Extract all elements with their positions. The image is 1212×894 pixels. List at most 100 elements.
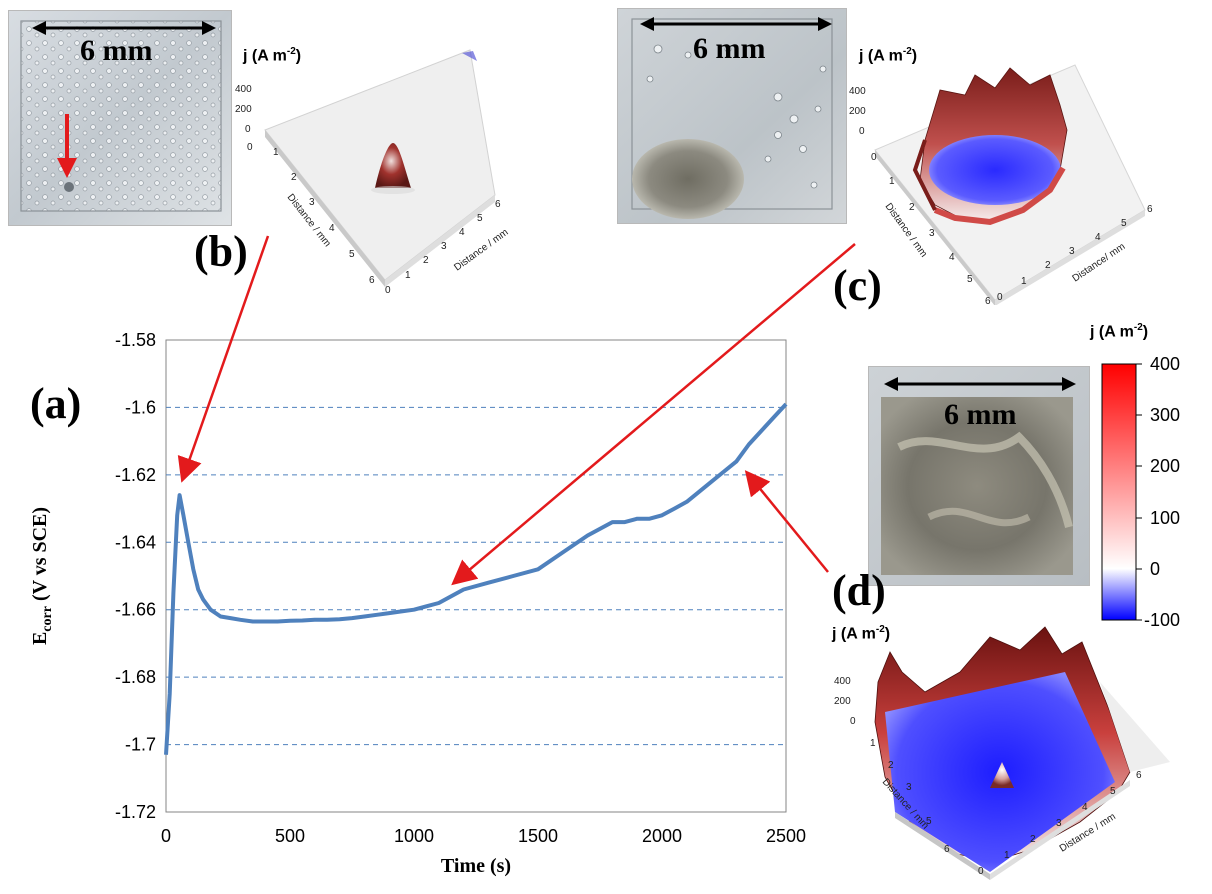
xt-c-5: 5 [1121,218,1127,229]
colorbar-title-sup: -2 [1133,322,1143,333]
surface-plot-d-yticks: 1 2 3 5 6 [870,738,950,855]
zt-b-2: 200 [235,104,252,115]
red-marker-arrow [57,114,77,178]
colorbar-title: j (A m-2) [1090,322,1148,341]
gridlines [166,406,786,746]
colorbar-gradient [1101,363,1137,621]
y-axis-label-sub: corr [40,606,55,632]
xt-c-1: 1 [1021,276,1027,287]
yt-c-0: 0 [871,152,877,163]
xt-b-0: 0 [385,285,391,295]
xt-d-5: 5 [1110,786,1116,797]
yt-b-4: 4 [329,223,335,234]
surface-plot-c: 400 200 0 0 1 2 3 4 5 6 0 1 2 3 4 5 6 Di… [849,64,1153,305]
arrow-d [744,470,829,573]
photo-b-image [9,11,231,225]
surface-plot-c-zticks: 400 200 0 [849,86,866,137]
surface-plot-c-yticks: 0 1 2 3 4 5 6 [871,152,991,305]
x-tick-label: 500 [275,826,305,846]
xt-c-6: 6 [1147,204,1153,215]
colorbar-tick-200: 200 [1150,456,1180,476]
x-tick-label: 1500 [518,826,558,846]
xt-d-1: 1 [1004,850,1010,861]
surface-plot-b-zticks: 400 200 0 0 [235,84,253,153]
colorbar-tick-400: 400 [1150,354,1180,374]
zt-c-3: 0 [859,126,865,137]
y-tick-label: -1.64 [115,532,156,552]
yt-b-3: 3 [309,197,315,208]
j-label-d-text: j (A m [832,625,876,643]
x-tick-labels: 0 500 1000 1500 2000 2500 [161,826,806,846]
j-label-c-close: ) [911,47,918,65]
zt-c-1: 400 [849,86,866,97]
scale-bar-c: 6 mm [640,17,832,65]
j-label-c-text: j (A m [859,47,903,65]
zt-d-2: 200 [834,696,851,707]
photo-c [617,8,847,224]
xt-b-4: 4 [459,227,465,238]
x-axis-label: Time (s) [441,855,511,877]
photo-d-image [869,367,1089,585]
j-label-b: j (A m-2) [243,46,301,65]
yt-d-2: 2 [888,760,894,771]
y-tick-label: -1.72 [115,802,156,822]
yt-d-3: 3 [906,782,912,793]
yt-c-6: 6 [985,296,991,305]
colorbar: 400 300 200 100 0 -100 [1101,354,1180,630]
y-axis-label-rest: (V vs SCE) [29,507,51,606]
xt-d-2: 2 [1030,834,1036,845]
colorbar-title-close: ) [1142,323,1149,341]
yt-c-4: 4 [949,252,955,263]
j-label-d-close: ) [884,625,891,643]
yt-b-5: 5 [349,249,355,260]
colorbar-title-text: j (A m [1090,323,1134,341]
xt-b-6: 6 [495,199,501,210]
y-tick-label: -1.58 [115,330,156,350]
xt-d-3: 3 [1056,818,1062,829]
j-label-d: j (A m-2) [832,624,890,643]
yt-b-1: 1 [273,147,279,158]
colorbar-tick-300: 300 [1150,405,1180,425]
colorbar-tick-100: 100 [1150,508,1180,528]
j-label-b-sup: -2 [286,46,296,57]
panel-label-d: (d) [832,566,886,615]
surface-plot-d-xticks: 0 1 2 3 4 5 6 [978,770,1142,877]
xt-d-4: 4 [1082,802,1088,813]
yt-c-5: 5 [967,274,973,285]
yt-d-5: 5 [926,816,932,827]
zt-c-2: 200 [849,106,866,117]
ecorr-series-line [164,402,788,755]
surface-plot-b-yticks: 1 2 3 4 5 6 [273,147,375,286]
xt-b-3: 3 [441,241,447,252]
arrow-b [177,235,270,483]
yt-c-2: 2 [909,202,915,213]
zt-b-3: 0 [245,124,251,135]
surface-plot-d-zticks: 400 200 0 [834,676,856,727]
surface-plot-b-xticks: 0 1 2 3 4 5 6 [385,199,501,295]
zt-b-4: 0 [247,142,253,153]
yt-b-2: 2 [291,172,297,183]
x-tick-label: 2000 [642,826,682,846]
yt-d-6: 6 [944,844,950,855]
yt-c-3: 3 [929,228,935,239]
j-label-c-sup: -2 [902,46,912,57]
surface-plot-b: 400 200 0 0 1 2 3 4 5 6 0 1 2 3 4 5 6 Di… [235,49,510,295]
colorbar-tick-minus100: -100 [1144,610,1180,630]
panel-label-c: (c) [833,261,882,310]
xt-d-0: 0 [978,866,984,877]
photo-d [868,366,1090,586]
y-tick-label: -1.68 [115,667,156,687]
photo-b [8,10,232,226]
y-tick-labels: -1.58 -1.6 -1.62 -1.64 -1.66 -1.68 -1.7 -1.72 [115,330,156,822]
xt-c-0: 0 [997,292,1003,303]
colorbar-tick-0: 0 [1150,559,1160,579]
xt-c-4: 4 [1095,232,1101,243]
x-tick-label: 0 [161,826,171,846]
scale-bar-d-label: 6 mm [944,398,1016,430]
x-tick-label: 1000 [394,826,434,846]
xt-c-3: 3 [1069,246,1075,257]
xt-b-1: 1 [405,270,411,281]
xt-b-2: 2 [423,255,429,266]
scale-bar-c-label: 6 mm [693,32,765,65]
xt-d-6: 6 [1136,770,1142,781]
